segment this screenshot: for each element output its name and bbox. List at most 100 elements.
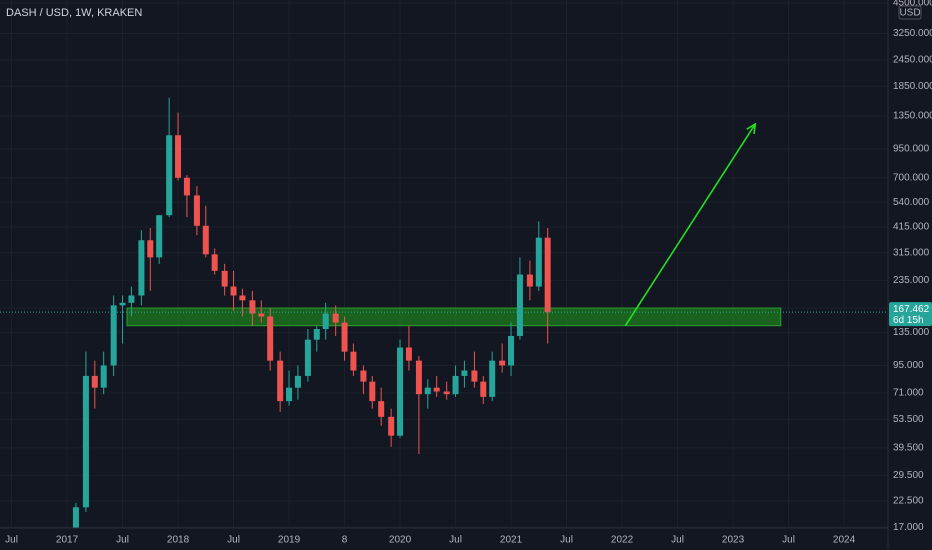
candle-body bbox=[516, 274, 523, 336]
y-tick-label: 17.000 bbox=[893, 522, 924, 533]
y-tick-label: 415.000 bbox=[893, 222, 930, 233]
x-tick-label: Jul bbox=[782, 535, 795, 546]
candle-body bbox=[294, 375, 301, 388]
candle-body bbox=[480, 381, 487, 397]
arrow-head bbox=[746, 122, 757, 135]
y-tick-label: 22.500 bbox=[893, 495, 924, 506]
candle-body bbox=[322, 313, 329, 330]
x-tick-label: 2019 bbox=[278, 535, 301, 546]
y-tick-label: 2450.000 bbox=[893, 55, 932, 66]
candle-body bbox=[508, 335, 515, 366]
candle-body bbox=[277, 360, 284, 402]
candle-body bbox=[313, 329, 320, 340]
candle-body bbox=[239, 295, 246, 301]
x-tick-label: 2020 bbox=[389, 535, 412, 546]
y-tick-label: 315.000 bbox=[893, 247, 930, 258]
candle-body bbox=[388, 416, 395, 436]
candle-body bbox=[110, 305, 117, 366]
y-tick-label: 71.000 bbox=[893, 387, 924, 398]
y-tick-label: 540.000 bbox=[893, 197, 930, 208]
y-tick-label: 950.000 bbox=[893, 144, 930, 155]
x-tick-label: Jul bbox=[5, 535, 18, 546]
y-tick-label: 95.000 bbox=[893, 360, 924, 371]
candle-body bbox=[526, 274, 533, 287]
candle-body bbox=[378, 401, 385, 417]
x-tick-label: Jul bbox=[449, 535, 462, 546]
candle-body bbox=[249, 300, 256, 314]
y-tick-label: 3250.000 bbox=[893, 28, 932, 39]
candle-body bbox=[72, 507, 79, 528]
y-tick-label: 1350.000 bbox=[893, 111, 932, 122]
candle-body bbox=[499, 360, 506, 366]
candle-body bbox=[369, 381, 376, 402]
candle-body bbox=[544, 237, 551, 313]
candle-body bbox=[424, 387, 431, 395]
y-tick-label: 135.000 bbox=[893, 327, 930, 338]
x-tick-label: 2021 bbox=[500, 535, 523, 546]
x-tick-label: Jul bbox=[227, 535, 240, 546]
x-tick-label: 2023 bbox=[722, 535, 745, 546]
candle-body bbox=[100, 365, 107, 388]
y-tick-label: 1850.000 bbox=[893, 81, 932, 92]
x-tick-label: 2018 bbox=[167, 535, 190, 546]
y-tick-label: 39.500 bbox=[893, 443, 924, 454]
x-tick-label: 8 bbox=[342, 535, 348, 546]
candle-body bbox=[258, 313, 265, 317]
candle-body bbox=[304, 339, 311, 376]
candle-body bbox=[405, 347, 412, 361]
countdown-label: 6d 15h bbox=[893, 315, 924, 326]
x-tick-label: Jul bbox=[116, 535, 129, 546]
candle-body bbox=[183, 177, 190, 196]
candle-body bbox=[397, 347, 404, 436]
y-tick-label: 700.000 bbox=[893, 172, 930, 183]
candle-body bbox=[535, 237, 542, 287]
candle-body bbox=[461, 370, 468, 376]
candle-body bbox=[91, 375, 98, 388]
unit-label: USD bbox=[899, 8, 920, 19]
candle-body bbox=[471, 370, 478, 382]
candle-body bbox=[175, 135, 182, 178]
candle-body bbox=[147, 240, 154, 258]
price-tag bbox=[889, 302, 932, 327]
price-label: 167.462 bbox=[893, 304, 930, 315]
candle-body bbox=[332, 313, 339, 323]
candle-body bbox=[415, 360, 422, 395]
support-zone bbox=[126, 307, 782, 327]
candle-body bbox=[341, 322, 348, 352]
candle-body bbox=[156, 215, 163, 258]
candle-body bbox=[286, 387, 293, 402]
candle-body bbox=[452, 375, 459, 395]
candle-body bbox=[166, 135, 173, 216]
y-tick-label: 235.000 bbox=[893, 275, 930, 286]
x-tick-label: 2024 bbox=[833, 535, 856, 546]
candle-body bbox=[202, 225, 209, 255]
candle-body bbox=[230, 286, 237, 296]
plot-area bbox=[0, 97, 888, 528]
candle-body bbox=[82, 375, 89, 508]
candle-body bbox=[433, 387, 440, 392]
x-tick-label: Jul bbox=[560, 535, 573, 546]
candle-body bbox=[138, 240, 145, 296]
y-tick-label: 53.500 bbox=[893, 414, 924, 425]
x-tick-label: 2022 bbox=[611, 535, 634, 546]
candle-body bbox=[360, 370, 367, 382]
candle-body bbox=[267, 316, 274, 361]
candle-body bbox=[350, 351, 357, 371]
unit-tag bbox=[898, 5, 922, 20]
y-tick-label: 4500.000 bbox=[893, 0, 932, 9]
candle-body bbox=[193, 195, 200, 226]
candle-body bbox=[119, 302, 126, 306]
candle-body bbox=[128, 295, 135, 303]
candle-body bbox=[221, 270, 228, 287]
axes: 17.000 22.500 29.500 39.500 53.500 71.000 95.0… bbox=[5, 0, 932, 546]
candle-body bbox=[443, 391, 450, 395]
arrow-line bbox=[624, 123, 756, 327]
candle-body bbox=[489, 360, 496, 397]
x-tick-label: Jul bbox=[671, 535, 684, 546]
chart-title: DASH / USD, 1W, KRAKEN bbox=[6, 7, 142, 19]
y-tick-label: 29.500 bbox=[893, 470, 924, 481]
candle-body bbox=[211, 254, 218, 271]
x-tick-label: 2017 bbox=[56, 535, 79, 546]
